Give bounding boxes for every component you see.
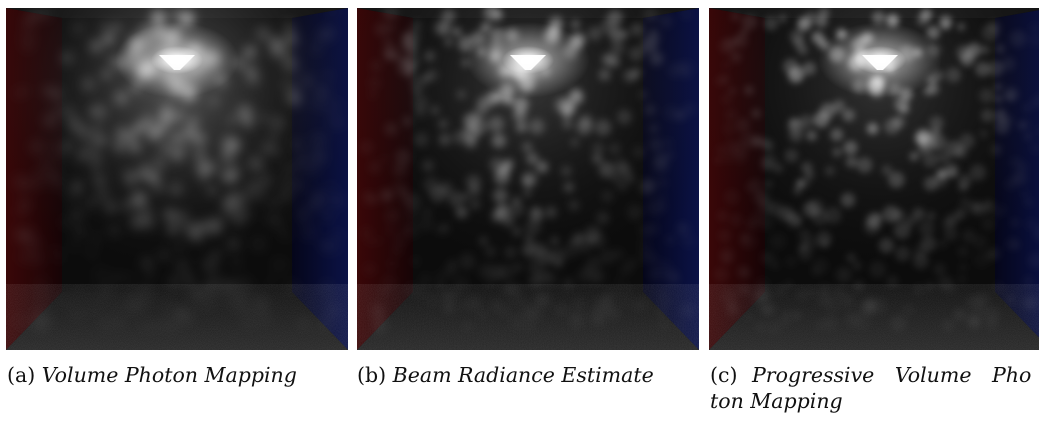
render-panel-volume-photon-mapping xyxy=(6,8,348,350)
caption-b-label: (b) xyxy=(357,363,387,387)
caption-c-line-2: ton Mapping xyxy=(710,388,1039,414)
caption-c-word-2: Volume xyxy=(894,363,972,387)
caption-c-title-line-2: ton Mapping xyxy=(710,389,843,413)
caption-c-line-1: (c) Progressive Volume Pho xyxy=(710,362,1039,388)
caption-a-label: (a) xyxy=(7,363,36,387)
render-panel-beam-radiance-estimate xyxy=(357,8,699,350)
render-image-a xyxy=(6,8,348,350)
caption-b-title: Beam Radiance Estimate xyxy=(392,363,654,387)
caption-b: (b) Beam Radiance Estimate xyxy=(357,362,654,388)
render-image-c xyxy=(709,8,1039,350)
caption-a: (a) Volume Photon Mapping xyxy=(7,362,297,388)
render-image-b xyxy=(357,8,699,350)
caption-a-title: Volume Photon Mapping xyxy=(41,363,297,387)
render-panel-progressive-volume-photon-mapping xyxy=(709,8,1039,350)
caption-c-word-1: Progressive xyxy=(752,363,875,387)
caption-c-word-3: Pho xyxy=(992,363,1032,387)
caption-c: (c) Progressive Volume Pho ton Mapping xyxy=(710,362,1039,414)
caption-c-label: (c) xyxy=(710,363,738,387)
